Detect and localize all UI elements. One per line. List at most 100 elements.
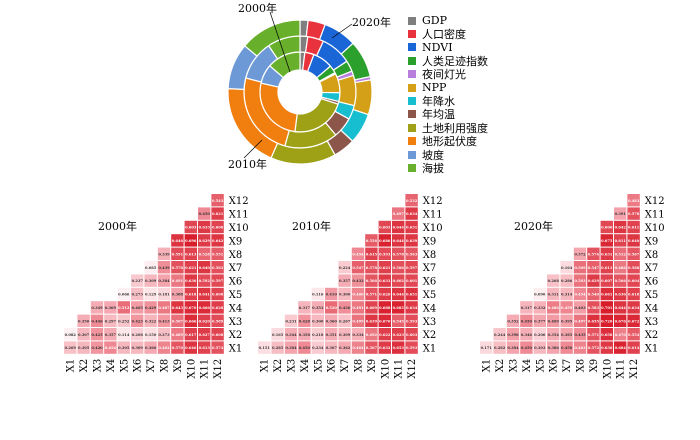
- y-tick-label: X1: [645, 344, 658, 355]
- cell-value: 0.403: [574, 306, 586, 310]
- heatmap-cell: [351, 301, 365, 314]
- heatmap-cell: [198, 341, 211, 354]
- cell-value: 0.358: [299, 333, 311, 337]
- cell-value: 0.608: [212, 333, 224, 337]
- cell-value: 0.317: [299, 306, 311, 310]
- cell-value: 0.661: [601, 293, 613, 297]
- cell-value: 0.090: [534, 293, 546, 297]
- cell-value: 0.462: [158, 346, 170, 350]
- cell-value: 0.566: [366, 279, 378, 283]
- cell-value: 0.547: [588, 266, 600, 270]
- cell-value: 0.604: [628, 279, 640, 283]
- heatmap-cell: [405, 220, 418, 234]
- ring-label-2020: 2020年: [352, 15, 391, 29]
- heatmap-cell: [378, 234, 391, 247]
- cell-value: 0.497: [393, 212, 405, 216]
- ring-leader-2000: [269, 11, 291, 73]
- heatmap-cell: [600, 247, 613, 260]
- heatmap-cell: [627, 328, 640, 341]
- cell-value: 0.646: [172, 239, 184, 243]
- cell-value: 0.454: [574, 293, 586, 297]
- cell-value: 0.491: [172, 279, 184, 283]
- heatmap-cell: [198, 314, 211, 327]
- heatmap-cell: [325, 328, 338, 341]
- legend-label: 年均温: [422, 108, 455, 122]
- cell-value: 0.307: [78, 333, 90, 337]
- cell-value: 0.297: [105, 319, 117, 323]
- heatmap-cell: [392, 234, 405, 247]
- x-tick-label: X4: [522, 359, 533, 372]
- heatmap-cell: [600, 261, 613, 274]
- cell-value: 0.597: [406, 266, 418, 270]
- legend-item: NPP: [408, 81, 488, 94]
- cell-value: 0.369: [105, 306, 117, 310]
- y-tick-label: X10: [645, 223, 665, 234]
- cell-value: 0.640: [199, 266, 211, 270]
- heatmap-cell: [547, 301, 560, 314]
- x-tick-label: X9: [589, 359, 600, 372]
- heatmap-cell: [157, 328, 171, 341]
- cell-value: 0.410: [326, 293, 338, 297]
- heatmap-cell: [271, 341, 284, 354]
- cell-value: 0.636: [185, 279, 197, 283]
- cell-value: 0.244: [494, 333, 506, 337]
- cell-value: 0.165: [272, 333, 284, 337]
- cell-value: 0.181: [158, 293, 170, 297]
- heatmap-cell: [614, 328, 627, 341]
- cell-value: 0.459: [561, 306, 573, 310]
- cell-value: 0.423: [132, 319, 144, 323]
- heatmap-cell: [90, 301, 104, 314]
- cell-value: 0.540: [588, 293, 600, 297]
- heatmap-cell: [211, 234, 224, 247]
- heatmap-cell: [378, 341, 391, 354]
- ring-label-2000: 2000年: [238, 1, 277, 15]
- heatmap-cell: [198, 301, 211, 314]
- y-tick-label: X11: [229, 210, 249, 221]
- cell-value: 0.309: [132, 346, 144, 350]
- y-tick-label: X2: [645, 330, 658, 341]
- heatmap-cell: [171, 234, 184, 247]
- cell-value: 0.085: [145, 266, 157, 270]
- heatmap-cell: [614, 341, 627, 354]
- y-tick-label: X11: [645, 210, 665, 221]
- cell-value: 0.613: [199, 346, 211, 350]
- heatmap-cell: [365, 274, 378, 287]
- x-tick-label: X7: [340, 359, 351, 372]
- heatmap-cell: [104, 341, 117, 354]
- legend-swatch: [408, 110, 416, 119]
- cell-value: 0.386: [548, 346, 560, 350]
- cell-value: 0.360: [145, 346, 157, 350]
- y-tick-label: X4: [423, 303, 436, 314]
- heatmap-cell: [573, 328, 587, 341]
- x-tick-label: X11: [200, 359, 211, 379]
- heatmap-cell: [627, 301, 640, 314]
- heatmap-cell: [90, 341, 104, 354]
- heatmap-cell: [614, 261, 627, 274]
- legend-label: 年降水: [422, 95, 455, 109]
- legend-label: GDP: [422, 14, 448, 28]
- heatmap-cell: [587, 314, 600, 327]
- x-tick-label: X2: [79, 359, 90, 372]
- cell-value: 0.642: [212, 239, 224, 243]
- heatmap-cell: [506, 341, 520, 354]
- heatmap-cell: [184, 314, 197, 327]
- cell-value: 0.309: [145, 279, 157, 283]
- cell-value: 0.623: [393, 333, 405, 337]
- cell-value: 0.586: [393, 266, 405, 270]
- heatmap-cell: [338, 314, 351, 327]
- x-tick-label: X10: [186, 359, 197, 379]
- cell-value: 0.684: [615, 346, 627, 350]
- cell-value: 0.171: [481, 346, 493, 350]
- heatmap-cell: [198, 274, 211, 287]
- heatmap-cell: [211, 194, 224, 207]
- cell-value: 0.463: [574, 346, 586, 350]
- cell-value: 0.352: [507, 319, 519, 323]
- cell-value: 0.360: [326, 319, 338, 323]
- x-tick-label: X8: [576, 359, 587, 372]
- cell-value: 0.628: [212, 306, 224, 310]
- heatmap-cell: [365, 247, 378, 260]
- cell-value: 0.384: [507, 346, 519, 350]
- heatmap-cell: [614, 234, 627, 247]
